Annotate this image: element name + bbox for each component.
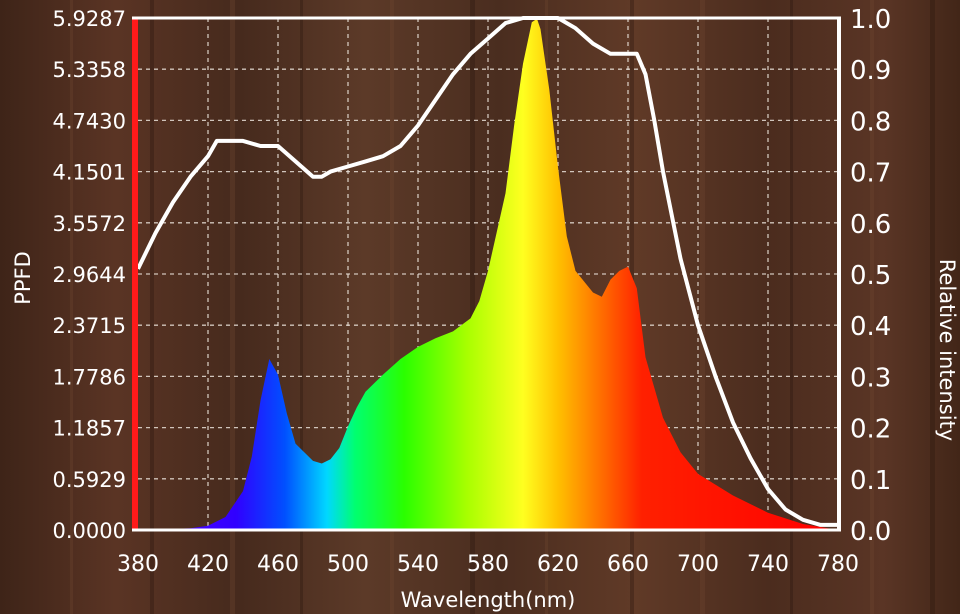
y-right-tick-label: 0.0 [850, 517, 891, 547]
y-right-tick-label: 0.6 [850, 210, 891, 240]
wood-grain-streak [70, 0, 73, 614]
x-tick-labels: 380 420 460 500 540 580 620 660 700 740 780 [117, 552, 859, 577]
wood-grain-streak [700, 0, 705, 614]
y-left-tick-label: 3.5572 [53, 212, 126, 236]
y-left-tick-label: 2.3715 [53, 314, 126, 338]
spectrum-area-fill [138, 18, 838, 530]
y-left-tick-labels: 0.0000 0.5929 1.1857 1.7786 2.3715 2.9644 3.55… [53, 7, 126, 543]
y-left-tick-label: 4.7430 [53, 109, 126, 133]
y-right-tick-label: 1.0 [850, 5, 891, 35]
wood-grain-streak [790, 0, 793, 614]
y-left-tick-label: 5.9287 [53, 7, 126, 31]
wood-grain-streak [870, 0, 874, 614]
y-right-tick-label: 0.5 [850, 261, 891, 291]
y-left-tick-label: 5.3358 [53, 58, 126, 82]
y-left-tick-label: 1.1857 [53, 417, 126, 441]
y-left-axis-title: PPFD [11, 251, 35, 305]
x-tick-label: 780 [817, 552, 859, 577]
y-left-tick-label: 0.5929 [53, 468, 126, 492]
relative-intensity-polyline [136, 16, 838, 527]
x-tick-label: 700 [677, 552, 719, 577]
x-tick-label: 540 [397, 552, 439, 577]
y-left-tick-label: 2.9644 [53, 263, 126, 287]
wood-grain-streak [470, 0, 475, 614]
y-right-tick-labels: 0.0 0.1 0.2 0.3 0.4 0.5 0.6 0.7 0.8 0.9 1.0 [850, 5, 891, 547]
wood-grain-streak [150, 0, 154, 614]
wood-grain-streak [390, 0, 394, 614]
y-right-tick-label: 0.9 [850, 56, 891, 86]
x-tick-label: 500 [327, 552, 369, 577]
axes [132, 16, 841, 532]
y-right-tick-label: 0.8 [850, 107, 891, 137]
x-tick-label: 660 [607, 552, 649, 577]
x-tick-label: 580 [467, 552, 509, 577]
y-right-axis-title: Relative intensity [935, 259, 959, 441]
relative-intensity-line [136, 16, 838, 527]
y-right-tick-label: 0.1 [850, 466, 891, 496]
y-right-tick-label: 0.7 [850, 159, 891, 189]
wood-grain-streak [930, 0, 935, 614]
x-tick-label: 420 [187, 552, 229, 577]
spectrum-area [138, 18, 838, 530]
wood-grain-streak [300, 0, 303, 614]
x-axis-title: Wavelength(nm) [401, 588, 576, 612]
y-right-tick-label: 0.3 [850, 363, 891, 393]
x-tick-label: 740 [747, 552, 789, 577]
x-tick-label: 380 [117, 552, 159, 577]
x-tick-label: 620 [537, 552, 579, 577]
y-right-tick-label: 0.4 [850, 312, 891, 342]
y-left-tick-label: 4.1501 [53, 161, 126, 185]
x-tick-label: 460 [257, 552, 299, 577]
y-left-tick-label: 0.0000 [53, 519, 126, 543]
y-left-tick-label: 1.7786 [53, 365, 126, 389]
y-right-tick-label: 0.2 [850, 415, 891, 445]
wood-grain-streak [230, 0, 235, 614]
